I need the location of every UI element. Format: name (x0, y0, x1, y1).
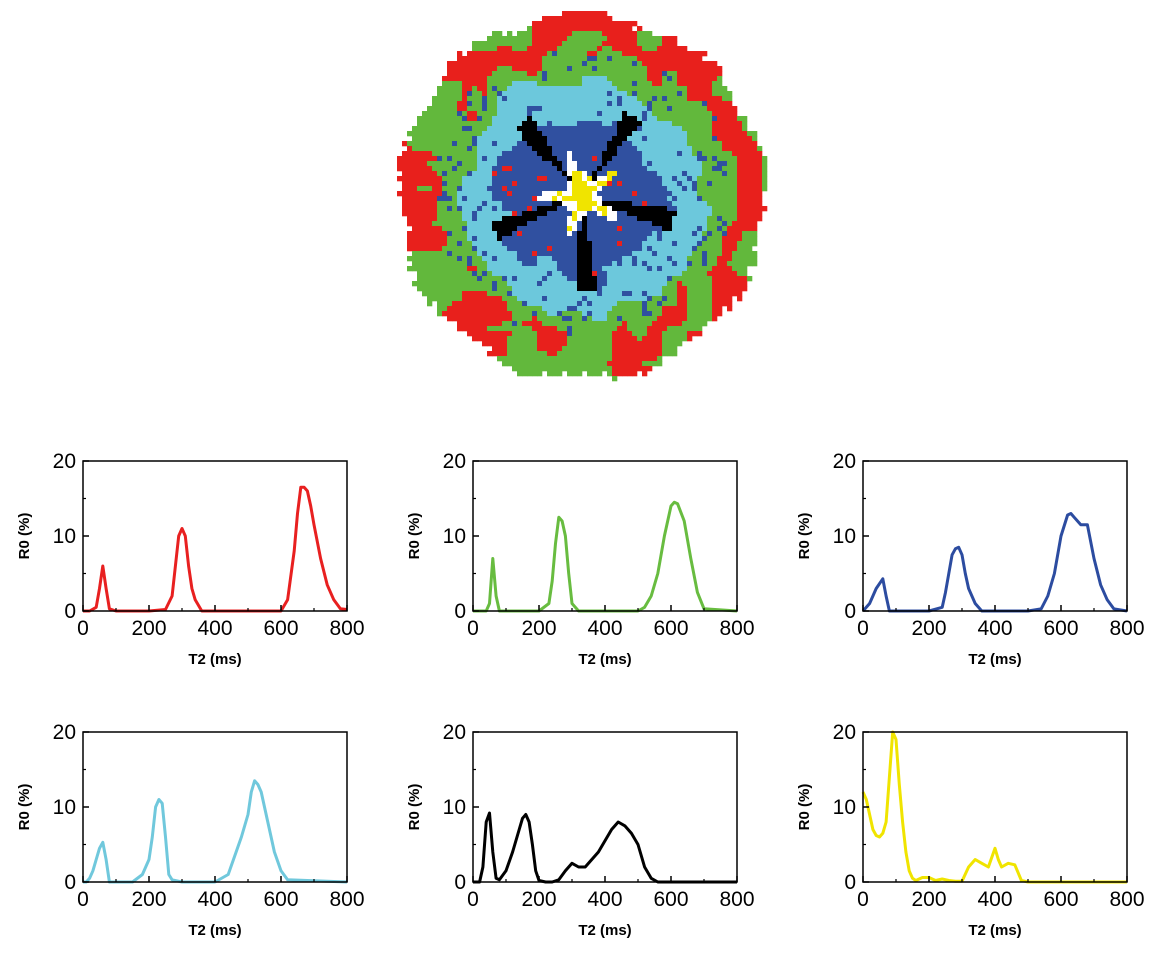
y-tick-label: 20 (443, 721, 466, 744)
y-tick-label: 20 (443, 450, 466, 473)
x-tick-label: 600 (653, 888, 688, 911)
series-line (473, 811, 737, 884)
x-axis-label: T2 (ms) (578, 922, 631, 939)
y-tick-label: 0 (454, 600, 466, 623)
plot-frame (472, 731, 738, 883)
x-tick-label: 800 (329, 888, 364, 911)
x-axis-label: T2 (ms) (968, 651, 1021, 668)
y-tick-label: 20 (833, 450, 856, 473)
series-line (473, 500, 738, 613)
plot-frame (82, 460, 348, 612)
x-tick-label: 0 (77, 888, 89, 911)
x-tick-label: 400 (197, 617, 232, 640)
x-tick-label: 0 (467, 888, 479, 911)
y-axis-label: R0 (%) (796, 784, 813, 831)
x-tick-label: 0 (857, 888, 869, 911)
x-tick-label: 400 (977, 617, 1012, 640)
x-tick-label: 200 (521, 617, 556, 640)
x-tick-label: 400 (977, 888, 1012, 911)
series-line (861, 512, 1128, 613)
x-axis-label: T2 (ms) (968, 922, 1021, 939)
y-tick-label: 10 (443, 525, 466, 548)
x-tick-label: 600 (653, 617, 688, 640)
x-axis-label: T2 (ms) (188, 922, 241, 939)
y-tick-label: 10 (833, 796, 856, 819)
distribution-chart-5: 0 200 400 600 800 0 10 20 T2 (ms) R0 (%) (406, 721, 755, 939)
plot-frame (862, 460, 1128, 612)
x-tick-label: 600 (1043, 888, 1078, 911)
x-tick-label: 800 (1109, 617, 1144, 640)
distribution-chart-1: 0 200 400 600 800 0 10 20 T2 (ms) R0 (%) (16, 450, 365, 668)
series-line (861, 730, 1127, 884)
x-tick-label: 200 (521, 888, 556, 911)
x-tick-label: 800 (719, 617, 754, 640)
distribution-chart-6: 0 200 400 600 800 0 10 20 T2 (ms) R0 (%) (796, 721, 1145, 939)
y-axis-label: R0 (%) (406, 513, 423, 560)
y-tick-label: 10 (833, 525, 856, 548)
x-tick-label: 600 (263, 888, 298, 911)
x-tick-label: 400 (587, 617, 622, 640)
y-tick-label: 10 (443, 796, 466, 819)
y-tick-label: 0 (64, 871, 76, 894)
x-tick-label: 200 (911, 888, 946, 911)
y-tick-label: 10 (53, 525, 76, 548)
x-tick-label: 800 (329, 617, 364, 640)
y-tick-label: 0 (844, 871, 856, 894)
x-axis-label: T2 (ms) (578, 651, 631, 668)
x-tick-label: 200 (131, 617, 166, 640)
x-tick-label: 200 (911, 617, 946, 640)
x-tick-label: 600 (1043, 617, 1078, 640)
y-axis-label: R0 (%) (16, 784, 33, 831)
y-tick-label: 0 (64, 600, 76, 623)
series-line (83, 779, 348, 884)
series-line (83, 485, 348, 613)
plot-frame (82, 731, 348, 883)
y-axis-label: R0 (%) (406, 784, 423, 831)
x-tick-label: 0 (77, 617, 89, 640)
y-axis-label: R0 (%) (796, 513, 813, 560)
x-tick-label: 200 (131, 888, 166, 911)
y-tick-label: 0 (454, 871, 466, 894)
x-tick-label: 800 (719, 888, 754, 911)
distribution-chart-4: 0 200 400 600 800 0 10 20 T2 (ms) R0 (%) (16, 721, 365, 939)
x-tick-label: 0 (467, 617, 479, 640)
x-tick-label: 800 (1109, 888, 1144, 911)
y-tick-label: 20 (53, 450, 76, 473)
y-tick-label: 10 (53, 796, 76, 819)
distribution-chart-3: 0 200 400 600 800 0 10 20 T2 (ms) R0 (%) (796, 450, 1145, 668)
distribution-chart-2: 0 200 400 600 800 0 10 20 T2 (ms) R0 (%) (406, 450, 755, 668)
y-tick-label: 20 (833, 721, 856, 744)
x-tick-label: 400 (587, 888, 622, 911)
x-tick-label: 600 (263, 617, 298, 640)
x-tick-label: 400 (197, 888, 232, 911)
y-tick-label: 20 (53, 721, 76, 744)
x-tick-label: 0 (857, 617, 869, 640)
y-tick-label: 0 (844, 600, 856, 623)
x-axis-label: T2 (ms) (188, 651, 241, 668)
y-axis-label: R0 (%) (16, 513, 33, 560)
t2-cluster-map (397, 11, 768, 382)
